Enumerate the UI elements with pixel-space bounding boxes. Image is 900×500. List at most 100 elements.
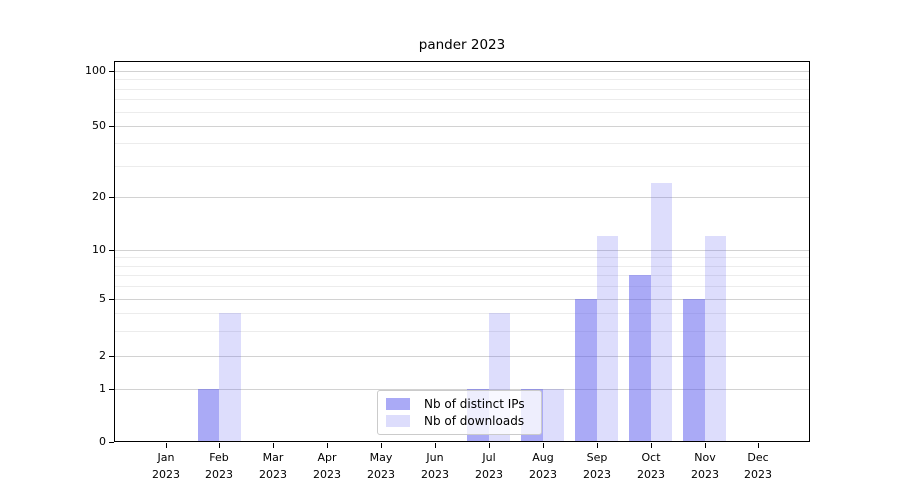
x-axis-tick-label: Mar 2023 bbox=[245, 450, 301, 483]
x-axis-tick bbox=[273, 443, 274, 448]
x-label-month: Jul bbox=[482, 451, 496, 464]
y-axis-tick bbox=[109, 197, 114, 198]
x-label-month: Oct bbox=[641, 451, 661, 464]
x-label-month: Apr bbox=[317, 451, 337, 464]
x-axis-tick bbox=[219, 443, 220, 448]
x-label-year: 2023 bbox=[367, 467, 395, 481]
bar-downloads-nov bbox=[704, 236, 726, 442]
x-axis-tick bbox=[705, 443, 706, 448]
x-label-month: Nov bbox=[694, 451, 716, 464]
bar-downloads-aug bbox=[542, 389, 565, 442]
x-axis-tick-label: Dec 2023 bbox=[730, 450, 786, 483]
y-axis-tick bbox=[109, 250, 114, 251]
y-axis-tick bbox=[109, 442, 114, 443]
x-axis-tick bbox=[327, 443, 328, 448]
x-axis-tick-label: Apr 2023 bbox=[299, 450, 355, 483]
y-axis-tick-label: 0 bbox=[99, 435, 106, 448]
x-axis-tick bbox=[543, 443, 544, 448]
gridline-minor bbox=[115, 99, 809, 100]
gridline-minor bbox=[115, 79, 809, 80]
x-label-year: 2023 bbox=[583, 467, 611, 481]
gridline-major bbox=[115, 299, 809, 300]
gridline-minor bbox=[115, 286, 809, 287]
gridline-minor bbox=[115, 166, 809, 167]
legend-swatch-distinct-ips-icon bbox=[386, 397, 410, 410]
y-axis-tick bbox=[109, 299, 114, 300]
x-label-month: Jan bbox=[157, 451, 175, 464]
bar-distinct-ips-sep bbox=[575, 299, 597, 442]
x-label-year: 2023 bbox=[259, 467, 287, 481]
gridline-minor bbox=[115, 266, 809, 267]
legend-item-downloads: Nb of downloads bbox=[386, 413, 533, 430]
x-label-year: 2023 bbox=[152, 467, 180, 481]
y-axis-tick-label: 10 bbox=[92, 243, 106, 256]
y-axis-tick-label: 50 bbox=[92, 119, 106, 132]
y-axis-tick-label: 100 bbox=[85, 64, 106, 77]
x-axis-tick bbox=[597, 443, 598, 448]
x-label-month: Aug bbox=[532, 451, 554, 464]
x-label-month: Feb bbox=[209, 451, 229, 464]
x-label-year: 2023 bbox=[529, 467, 557, 481]
x-label-month: Mar bbox=[262, 451, 284, 464]
y-axis-tick bbox=[109, 71, 114, 72]
x-axis-tick-label: Nov 2023 bbox=[677, 450, 733, 483]
x-label-month: Jun bbox=[426, 451, 444, 464]
x-axis-tick bbox=[651, 443, 652, 448]
gridline-minor bbox=[115, 257, 809, 258]
x-axis-tick-label: Feb 2023 bbox=[191, 450, 247, 483]
gridline-major bbox=[115, 197, 809, 198]
x-label-month: Sep bbox=[586, 451, 608, 464]
gridline-minor bbox=[115, 112, 809, 113]
legend-swatch-downloads-icon bbox=[386, 415, 410, 428]
x-axis-tick-label: Jan 2023 bbox=[138, 450, 194, 483]
y-axis-tick bbox=[109, 389, 114, 390]
y-axis-tick bbox=[109, 126, 114, 127]
x-axis-tick-label: Jul 2023 bbox=[461, 450, 517, 483]
x-label-year: 2023 bbox=[313, 467, 341, 481]
x-label-month: Dec bbox=[747, 451, 769, 464]
x-label-year: 2023 bbox=[205, 467, 233, 481]
chart-legend: Nb of distinct IPs Nb of downloads bbox=[377, 390, 542, 435]
chart-title: pander 2023 bbox=[418, 37, 506, 53]
x-axis-tick bbox=[435, 443, 436, 448]
bar-distinct-ips-nov bbox=[683, 299, 705, 442]
y-axis-tick-label: 5 bbox=[99, 292, 106, 305]
legend-item-distinct-ips: Nb of distinct IPs bbox=[386, 395, 533, 412]
x-label-year: 2023 bbox=[691, 467, 719, 481]
legend-label-downloads: Nb of downloads bbox=[424, 414, 525, 429]
x-axis-tick-label: May 2023 bbox=[353, 450, 409, 483]
y-axis-tick bbox=[109, 356, 114, 357]
x-axis-tick-label: Aug 2023 bbox=[515, 450, 571, 483]
bar-downloads-oct bbox=[650, 182, 673, 442]
bar-distinct-ips-oct bbox=[629, 275, 651, 442]
x-axis-tick bbox=[166, 443, 167, 448]
y-axis-tick-label: 1 bbox=[99, 382, 106, 395]
x-axis-tick-label: Sep 2023 bbox=[569, 450, 625, 483]
x-label-year: 2023 bbox=[744, 467, 772, 481]
gridline-major bbox=[115, 126, 809, 127]
legend-label-distinct-ips: Nb of distinct IPs bbox=[424, 396, 525, 411]
y-axis-tick-label: 2 bbox=[99, 349, 106, 362]
x-axis-tick bbox=[489, 443, 490, 448]
x-axis-tick bbox=[758, 443, 759, 448]
y-axis-tick-label: 20 bbox=[92, 190, 106, 203]
x-label-year: 2023 bbox=[637, 467, 665, 481]
gridline-major bbox=[115, 71, 809, 72]
gridline-minor bbox=[115, 275, 809, 276]
x-axis-tick-label: Jun 2023 bbox=[407, 450, 463, 483]
x-axis-tick bbox=[381, 443, 382, 448]
gridline-minor bbox=[115, 313, 809, 314]
gridline-major bbox=[115, 356, 809, 357]
gridline-minor bbox=[115, 143, 809, 144]
bar-downloads-feb bbox=[219, 312, 241, 442]
x-label-month: May bbox=[369, 451, 393, 464]
x-label-year: 2023 bbox=[475, 467, 503, 481]
x-axis-tick-label: Oct 2023 bbox=[623, 450, 679, 483]
gridline-minor bbox=[115, 331, 809, 332]
gridline-major bbox=[115, 250, 809, 251]
x-label-year: 2023 bbox=[421, 467, 449, 481]
bar-distinct-ips-feb bbox=[197, 389, 220, 442]
gridline-major bbox=[115, 389, 809, 390]
gridline-minor bbox=[115, 89, 809, 90]
